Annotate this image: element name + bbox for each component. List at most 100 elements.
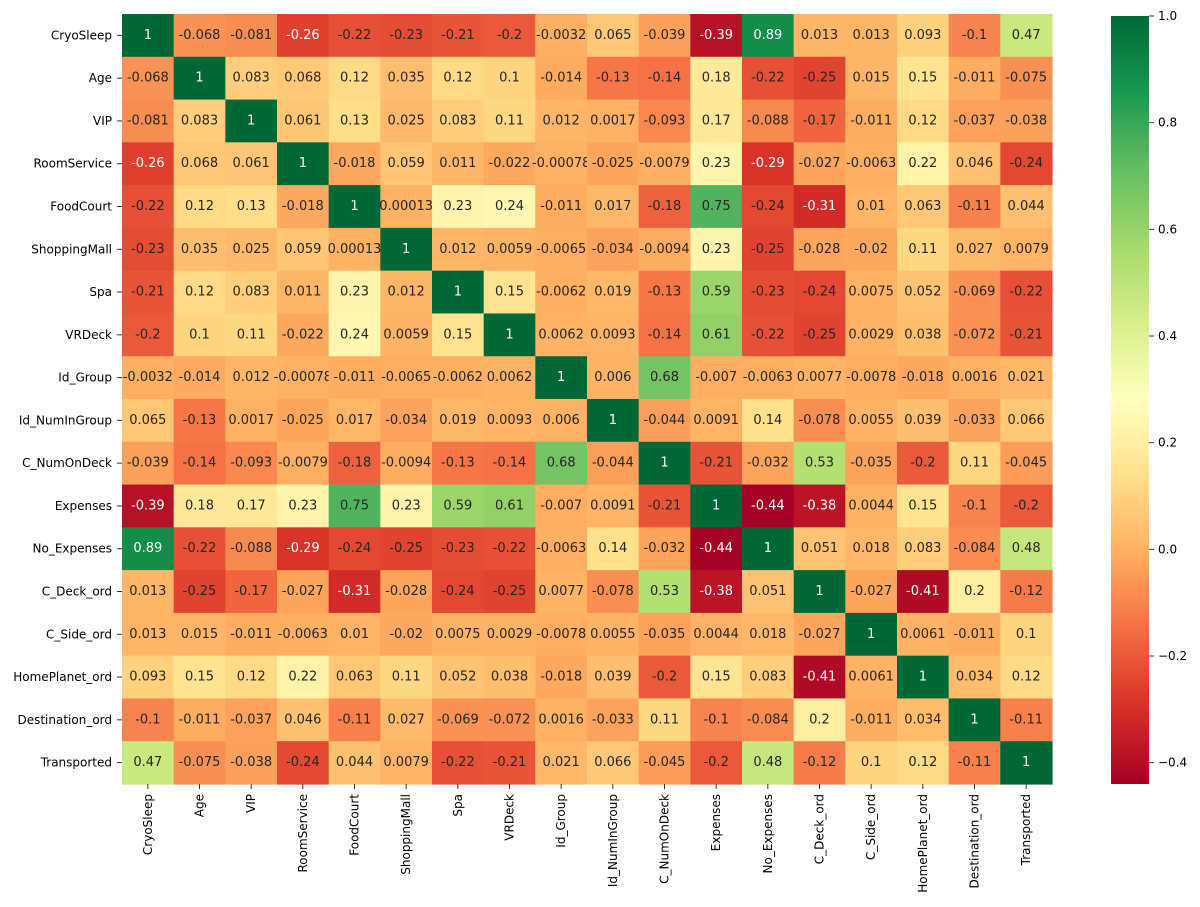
heatmap-cell xyxy=(793,185,846,229)
heatmap-cell xyxy=(948,185,1001,229)
cell-value-label: -0.022 xyxy=(489,156,531,171)
heatmap-cell xyxy=(122,356,175,400)
heatmap-cell xyxy=(948,570,1001,614)
heatmap-cell xyxy=(483,185,536,229)
heatmap-cell xyxy=(328,441,381,486)
heatmap-cell xyxy=(897,56,950,101)
heatmap-cell xyxy=(173,484,226,528)
cell-value-label: 0.017 xyxy=(336,413,373,428)
cell-value-label: -0.14 xyxy=(648,327,682,342)
heatmap-cell xyxy=(948,441,1001,486)
row-label: VRDeck xyxy=(65,328,112,342)
cell-value-label: 0.14 xyxy=(598,541,627,556)
cell-value-label: 1 xyxy=(195,71,203,86)
heatmap-cell xyxy=(380,227,433,272)
heatmap-cell xyxy=(122,142,175,186)
cell-value-label: 0.025 xyxy=(233,242,270,257)
heatmap-cell xyxy=(225,612,278,657)
row-label: Id_Group xyxy=(58,371,112,385)
cell-value-label: -0.21 xyxy=(648,498,682,513)
heatmap-cell xyxy=(948,612,1001,657)
cell-value-label: -0.034 xyxy=(385,413,427,428)
cell-value-label: -0.0062 xyxy=(536,285,586,300)
heatmap-cell xyxy=(225,527,278,571)
heatmap-cell xyxy=(173,270,226,315)
heatmap-cell xyxy=(690,527,743,571)
heatmap-cell xyxy=(225,356,278,400)
cell-value-label: -0.078 xyxy=(799,413,841,428)
cell-value-label: 0.00013 xyxy=(379,199,433,214)
cell-value-label: -0.022 xyxy=(282,327,324,342)
heatmap-cell xyxy=(225,185,278,229)
heatmap-cell xyxy=(897,527,950,571)
cell-value-label: 0.066 xyxy=(594,755,631,770)
heatmap-cell xyxy=(380,56,433,101)
cell-value-label: -0.0063 xyxy=(743,370,793,385)
heatmap-cell xyxy=(122,270,175,315)
heatmap-cell xyxy=(948,399,1001,443)
colorbar-tick-label: 0.2 xyxy=(1158,436,1177,450)
heatmap-cell xyxy=(742,356,795,400)
heatmap-cell xyxy=(742,14,795,58)
cell-value-label: -0.31 xyxy=(338,584,372,599)
column-label: CryoSleep xyxy=(141,794,155,855)
heatmap-cell xyxy=(173,56,226,101)
heatmap-cell xyxy=(742,227,795,272)
heatmap-cell xyxy=(845,227,898,272)
heatmap-cell xyxy=(173,655,226,700)
cell-value-label: 0.065 xyxy=(594,28,631,43)
cell-value-label: 0.034 xyxy=(956,670,993,685)
heatmap-cell xyxy=(638,56,691,101)
heatmap-cell xyxy=(897,570,950,614)
heatmap-cell xyxy=(483,142,536,186)
heatmap-cell xyxy=(690,227,743,272)
cell-value-label: 0.034 xyxy=(904,712,941,727)
heatmap-cell xyxy=(225,741,278,785)
cell-value-label: 0.17 xyxy=(702,113,731,128)
heatmap-cell xyxy=(742,741,795,785)
heatmap-cell xyxy=(277,527,330,571)
cell-value-label: 0.23 xyxy=(392,498,421,513)
heatmap-cell xyxy=(742,56,795,101)
heatmap-cell xyxy=(173,527,226,571)
heatmap-cell xyxy=(690,698,743,742)
heatmap-cell xyxy=(845,185,898,229)
cell-value-label: -0.025 xyxy=(592,156,634,171)
cell-value-label: 0.015 xyxy=(853,71,890,86)
heatmap-cell xyxy=(173,227,226,272)
cell-value-label: -0.0065 xyxy=(381,370,431,385)
heatmap-cell xyxy=(845,313,898,357)
cell-value-label: 0.48 xyxy=(1012,541,1041,556)
heatmap-cell xyxy=(1000,185,1053,229)
heatmap-cell xyxy=(328,270,381,315)
cell-value-label: -0.13 xyxy=(183,413,217,428)
cell-value-label: -0.1 xyxy=(962,498,987,513)
cell-value-label: 0.061 xyxy=(233,156,270,171)
cell-value-label: 0.1 xyxy=(499,71,520,86)
cell-value-label: 0.063 xyxy=(336,670,373,685)
column-label: Spa xyxy=(451,794,465,817)
cell-value-label: -0.25 xyxy=(389,541,423,556)
cell-value-label: -0.084 xyxy=(747,712,789,727)
cell-value-label: -0.1 xyxy=(962,28,987,43)
heatmap-cell xyxy=(948,227,1001,272)
heatmap-cell xyxy=(587,612,640,657)
cell-value-label: 0.006 xyxy=(594,370,631,385)
heatmap-cell xyxy=(380,698,433,742)
cell-value-label: 0.015 xyxy=(181,627,218,642)
cell-value-label: -0.032 xyxy=(747,456,789,471)
cell-value-label: -0.13 xyxy=(596,71,630,86)
cell-value-label: 1 xyxy=(712,498,720,513)
heatmap-cell xyxy=(328,227,381,272)
heatmap-cell xyxy=(638,484,691,528)
heatmap-cell xyxy=(225,484,278,528)
heatmap-cell xyxy=(897,741,950,785)
heatmap-cell xyxy=(483,227,536,272)
cell-value-label: -0.027 xyxy=(799,627,841,642)
heatmap-cell xyxy=(225,570,278,614)
heatmap-cell xyxy=(328,185,381,229)
heatmap-cell xyxy=(897,399,950,443)
heatmap-cell xyxy=(277,227,330,272)
cell-value-label: -0.18 xyxy=(648,199,682,214)
cell-value-label: 1 xyxy=(919,670,927,685)
